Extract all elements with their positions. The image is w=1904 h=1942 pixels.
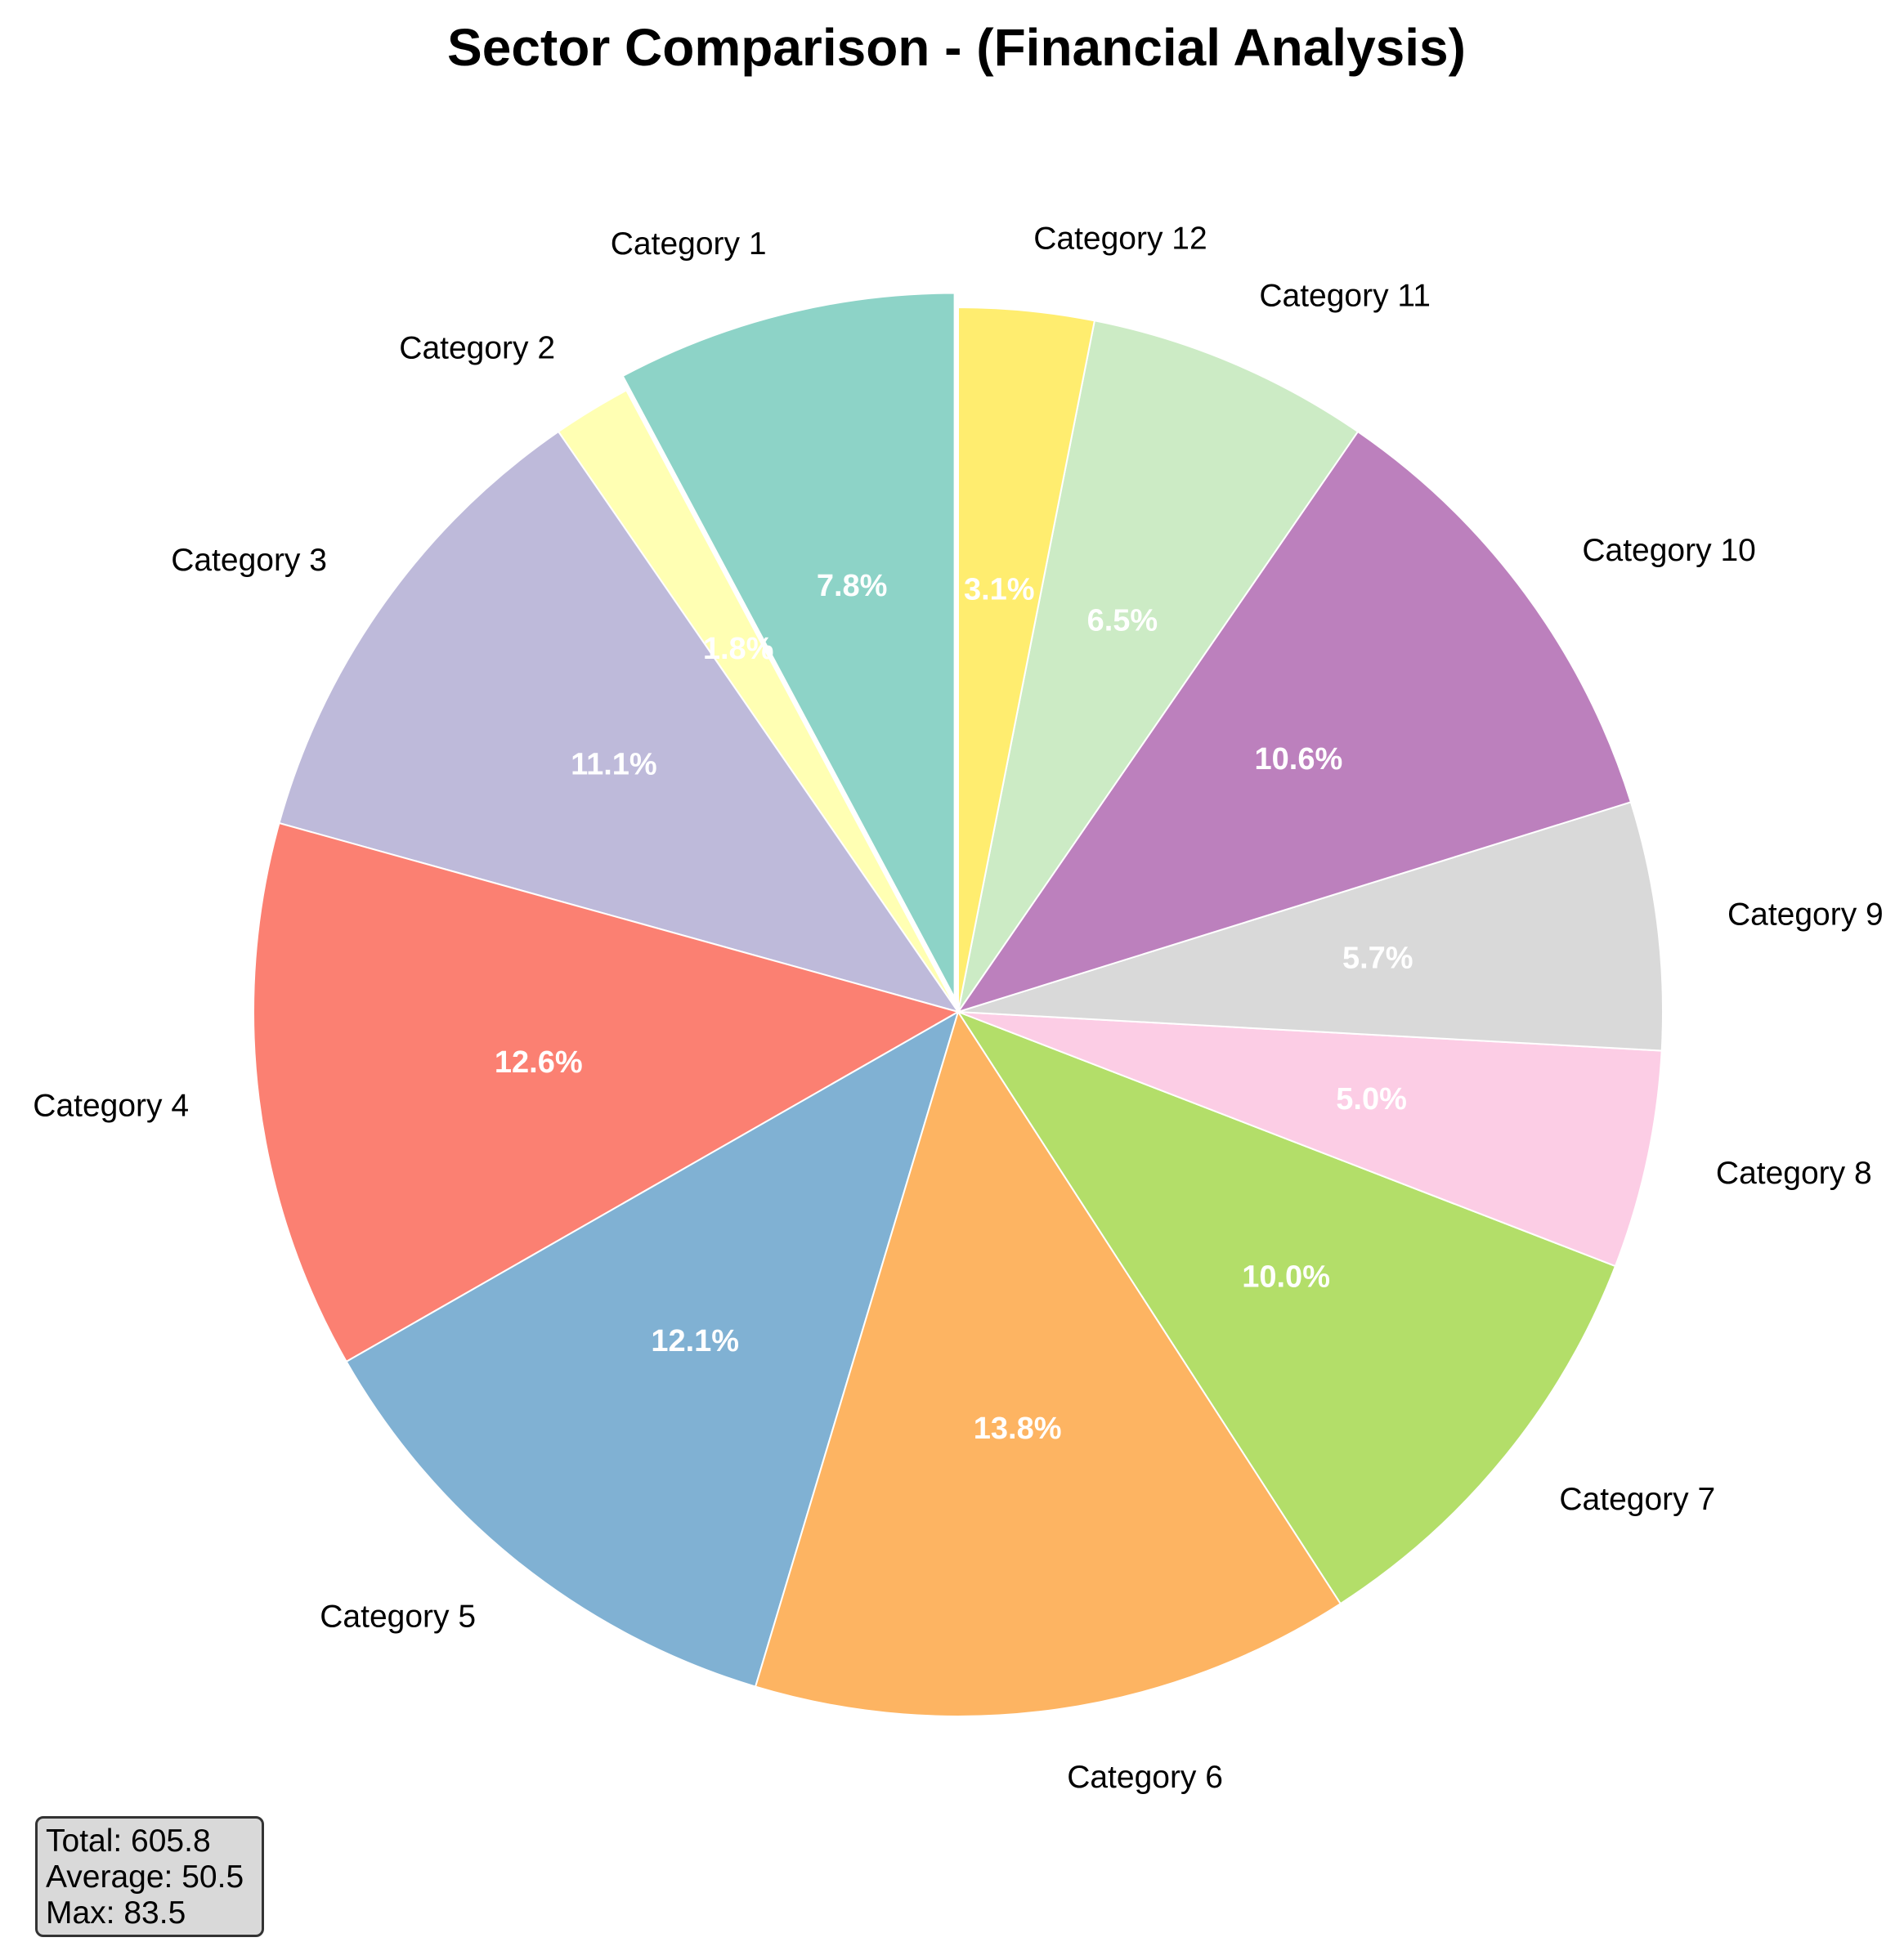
pie-slice [957, 320, 1360, 1013]
percent-label: 12.1% [651, 1324, 739, 1358]
stats-max: Max: 83.5 [46, 1895, 186, 1931]
stats-box: Total: 605.8 Average: 50.5 Max: 83.5 [35, 1816, 264, 1937]
pie-slice [957, 801, 1664, 1052]
pie-slice [253, 821, 961, 1363]
percent-label: 5.7% [1342, 941, 1413, 975]
pie-slice [957, 1011, 1663, 1268]
pie-slice [345, 1009, 960, 1688]
pie-slice [956, 1009, 1617, 1605]
category-label: Category 10 [1582, 533, 1755, 568]
pie-slice [621, 292, 956, 999]
category-label: Category 11 [1259, 279, 1431, 314]
percent-label: 10.0% [1242, 1260, 1330, 1295]
category-label: Category 8 [1716, 1156, 1872, 1191]
chart-title: Sector Comparison - (Financial Analysis) [447, 18, 1466, 77]
percent-label: 1.8% [703, 632, 774, 666]
category-label: Category 9 [1727, 897, 1884, 932]
category-label: Category 4 [33, 1089, 189, 1124]
percent-label: 7.8% [817, 569, 888, 603]
percent-labels: 7.8% 1.8% 11.1% 12.6% 12.1% 13.8% 10.0% 5.0% 5.7… [495, 569, 1413, 1446]
category-label: Category 3 [171, 543, 327, 578]
category-label: Category 5 [320, 1600, 476, 1635]
percent-label: 11.1% [571, 748, 657, 782]
pie-slice [278, 430, 961, 1014]
pie-slices [253, 292, 1664, 1717]
category-labels: Category 1 Category 2 Category 3 Category 4… [33, 221, 1883, 1796]
pie-slice [956, 430, 1633, 1014]
category-label: Category 1 [611, 226, 767, 262]
percent-label: 5.0% [1336, 1082, 1407, 1116]
category-label: Category 6 [1067, 1760, 1223, 1795]
stats-average: Average: 50.5 [46, 1859, 244, 1895]
pie-slice [754, 1009, 1342, 1717]
category-label: Category 2 [399, 330, 555, 365]
percent-label: 12.6% [495, 1045, 583, 1080]
category-label: Category 12 [1033, 221, 1207, 257]
percent-label: 13.8% [974, 1412, 1062, 1446]
stats-total: Total: 605.8 [46, 1823, 211, 1859]
pie-slice [957, 306, 1096, 1013]
category-label: Category 7 [1559, 1482, 1715, 1517]
percent-label: 10.6% [1255, 742, 1343, 776]
percent-label: 6.5% [1087, 603, 1158, 638]
percent-label: 3.1% [964, 572, 1035, 606]
